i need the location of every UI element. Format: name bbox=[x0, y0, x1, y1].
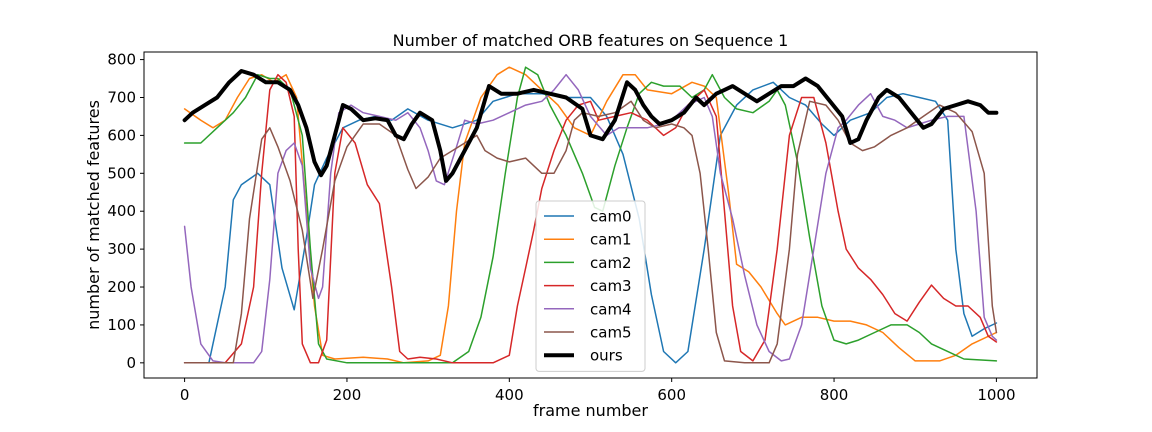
series-line-cam3 bbox=[183, 73, 998, 364]
series-line-cam1 bbox=[183, 66, 998, 364]
legend-label-cam3: cam3 bbox=[590, 277, 632, 295]
x-tick-label: 800 bbox=[820, 386, 849, 404]
legend-label-cam1: cam1 bbox=[590, 231, 632, 249]
chart-title: Number of matched ORB features on Sequen… bbox=[393, 31, 789, 50]
legend-label-ours: ours bbox=[590, 347, 623, 365]
y-tick-label: 100 bbox=[107, 316, 136, 334]
series-lines bbox=[182, 66, 999, 364]
y-tick-label: 400 bbox=[107, 202, 136, 220]
series-line-cam2 bbox=[183, 66, 998, 364]
y-axis-ticks: 0 100 200 300 400 500 600 700 800 bbox=[107, 51, 144, 372]
y-tick-label: 0 bbox=[126, 354, 136, 372]
legend-label-cam2: cam2 bbox=[590, 254, 632, 272]
series-line-cam4 bbox=[183, 73, 998, 364]
legend-label-cam0: cam0 bbox=[590, 208, 632, 226]
legend-label-cam5: cam5 bbox=[590, 324, 632, 342]
series-line-cam0 bbox=[183, 81, 998, 364]
series-line-cam5 bbox=[183, 100, 998, 364]
plot-frame bbox=[143, 51, 1038, 379]
y-tick-label: 200 bbox=[107, 278, 136, 296]
y-tick-label: 500 bbox=[107, 164, 136, 182]
legend: cam0 cam1 cam2 cam3 cam4 cam5 ours bbox=[535, 200, 646, 372]
y-tick-label: 300 bbox=[107, 240, 136, 258]
y-tick-label: 800 bbox=[107, 51, 136, 69]
x-tick-label: 600 bbox=[657, 386, 686, 404]
y-tick-label: 700 bbox=[107, 88, 136, 106]
y-axis-label: number of matched features bbox=[84, 100, 103, 330]
legend-label-cam4: cam4 bbox=[590, 300, 632, 318]
x-tick-label: 400 bbox=[495, 386, 524, 404]
series-line-ours bbox=[182, 69, 999, 183]
x-axis-ticks: 0 200 400 600 800 1000 bbox=[180, 378, 1016, 404]
legend-box bbox=[535, 200, 646, 372]
y-tick-label: 600 bbox=[107, 126, 136, 144]
x-tick-label: 200 bbox=[333, 386, 362, 404]
x-tick-label: 1000 bbox=[977, 386, 1015, 404]
x-axis-label: frame number bbox=[533, 401, 648, 420]
x-tick-label: 0 bbox=[180, 386, 190, 404]
